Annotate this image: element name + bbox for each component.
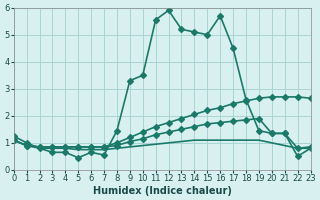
X-axis label: Humidex (Indice chaleur): Humidex (Indice chaleur) [93, 186, 232, 196]
